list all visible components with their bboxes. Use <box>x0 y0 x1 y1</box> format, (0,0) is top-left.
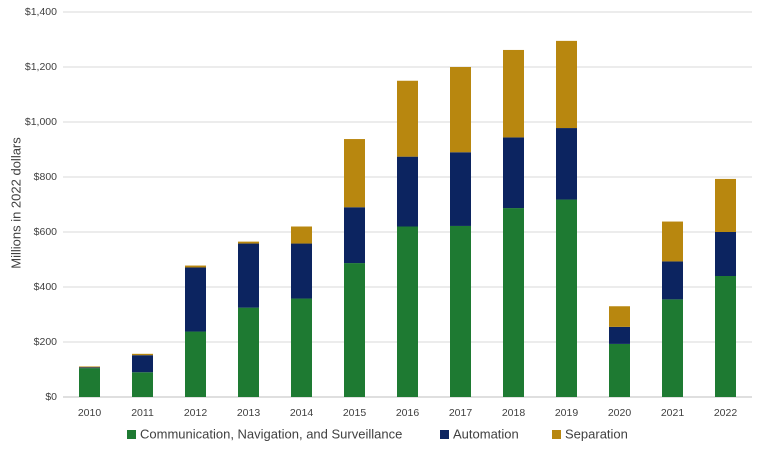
x-tick-label: 2021 <box>661 407 685 419</box>
x-tick-label: 2018 <box>502 407 526 419</box>
bar-segment <box>397 156 418 227</box>
legend-swatch <box>127 430 136 439</box>
bar-segment <box>662 261 683 300</box>
bar-segment <box>609 306 630 327</box>
x-tick-label: 2014 <box>290 407 314 419</box>
bar-segment <box>291 298 312 397</box>
y-axis-title: Millions in 2022 dollars <box>8 137 23 269</box>
bar-segment <box>185 267 206 332</box>
y-tick-labels: $0 $200 $400 $600 $800 $1,000 $1,200 $1,400 <box>25 6 57 403</box>
bar-segment <box>132 372 153 397</box>
bar-segment <box>450 67 471 153</box>
x-tick-label: 2010 <box>78 407 102 419</box>
bar-segment <box>662 299 683 397</box>
x-tick-label: 2019 <box>555 407 579 419</box>
bar-segment <box>291 243 312 299</box>
bar-segment <box>662 221 683 262</box>
y-tick-label: $1,000 <box>25 116 57 128</box>
legend-label: Separation <box>565 426 628 441</box>
legend-label: Communication, Navigation, and Surveilla… <box>140 426 402 441</box>
x-tick-label: 2015 <box>343 407 367 419</box>
bar-segment <box>450 152 471 226</box>
bars <box>79 40 736 397</box>
bar-segment <box>503 137 524 209</box>
bar-segment <box>397 80 418 157</box>
x-tick-label: 2017 <box>449 407 473 419</box>
bar-segment <box>79 366 100 368</box>
y-tick-label: $1,400 <box>25 6 57 18</box>
x-tick-label: 2012 <box>184 407 208 419</box>
bar-segment <box>132 353 153 356</box>
bar-segment <box>715 232 736 276</box>
bar-segment <box>556 128 577 200</box>
bar-segment <box>556 199 577 397</box>
bar-segment <box>609 326 630 344</box>
y-tick-label: $800 <box>34 171 58 183</box>
bar-segment <box>397 226 418 397</box>
x-tick-label: 2020 <box>608 407 632 419</box>
bar-segment <box>715 276 736 397</box>
bar-segment <box>185 265 206 268</box>
bar-segment <box>291 226 312 244</box>
legend-label: Automation <box>453 426 519 441</box>
bar-segment <box>344 207 365 264</box>
x-tick-labels: 2010 2011 2012 2013 2014 2015 2016 2017 2018 2019… <box>78 407 738 419</box>
bar-segment <box>503 49 524 138</box>
bar-segment <box>715 178 736 232</box>
y-tick-label: $0 <box>45 391 57 403</box>
bar-segment <box>132 355 153 373</box>
legend-swatch <box>552 430 561 439</box>
x-tick-label: 2022 <box>714 407 738 419</box>
bar-segment <box>344 263 365 397</box>
y-tick-label: $1,200 <box>25 61 57 73</box>
x-tick-label: 2016 <box>396 407 420 419</box>
legend-swatch <box>440 430 449 439</box>
bar-segment <box>344 139 365 208</box>
bar-segment <box>185 331 206 397</box>
bar-segment <box>238 307 259 397</box>
bar-segment <box>79 367 100 369</box>
y-tick-label: $400 <box>34 281 58 293</box>
bar-segment <box>79 368 100 397</box>
bar-segment <box>238 243 259 308</box>
bar-segment <box>609 343 630 397</box>
bar-segment <box>238 241 259 244</box>
x-tick-label: 2011 <box>131 407 154 419</box>
bar-segment <box>503 208 524 397</box>
y-tick-label: $600 <box>34 226 58 238</box>
y-tick-label: $200 <box>34 336 58 348</box>
bar-segment <box>556 40 577 129</box>
bar-segment <box>450 225 471 397</box>
legend: Communication, Navigation, and Surveilla… <box>127 426 628 441</box>
x-tick-label: 2013 <box>237 407 261 419</box>
